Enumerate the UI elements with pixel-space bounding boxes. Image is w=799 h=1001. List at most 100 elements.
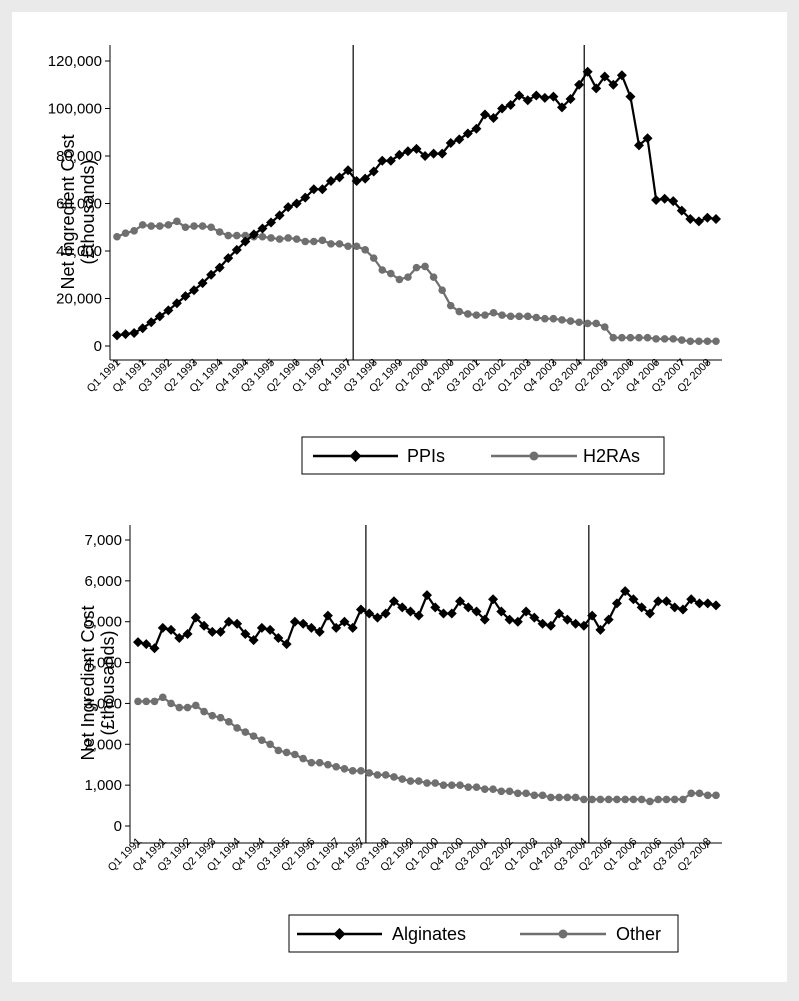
data-point-other [258, 736, 266, 744]
data-point-alginates [562, 614, 573, 625]
data-point-h2ras [138, 221, 147, 229]
data-point-h2ras [207, 223, 215, 232]
data-point-other [637, 795, 646, 804]
data-point-ppis [274, 210, 285, 221]
data-point-ppis [334, 172, 345, 183]
data-point-alginates [166, 624, 177, 635]
data-point-alginates [686, 594, 697, 605]
data-point-other [703, 791, 712, 800]
data-point-ppis [411, 143, 422, 154]
data-point-alginates [570, 618, 581, 629]
data-point-h2ras [429, 273, 438, 281]
data-point-other [621, 795, 629, 804]
data-point-alginates [413, 610, 424, 621]
y-tick-label: 60,000 [56, 196, 102, 213]
data-point-ppis [539, 92, 550, 103]
data-point-ppis [454, 134, 465, 145]
data-point-h2ras [292, 235, 301, 243]
data-point-alginates [372, 612, 383, 623]
data-point-other [390, 773, 398, 781]
policy-lines [352, 45, 585, 360]
data-point-ppis [685, 213, 696, 224]
data-point-h2ras [241, 231, 250, 240]
series-ppis [112, 66, 721, 341]
data-point-alginates [388, 596, 399, 607]
data-point-alginates [322, 610, 333, 621]
data-point-other [687, 789, 696, 798]
data-point-alginates [603, 614, 614, 625]
data-point-alginates [190, 612, 201, 623]
data-point-ppis [522, 95, 533, 106]
data-point-other [175, 703, 184, 712]
data-point-h2ras [267, 234, 275, 242]
legend: Alginates Other [288, 914, 679, 953]
data-point-ppis [377, 155, 388, 166]
data-point-h2ras [164, 221, 173, 229]
series-h2ras [113, 217, 720, 346]
data-point-alginates [446, 608, 457, 619]
data-point-h2ras [489, 308, 498, 317]
data-point-other [373, 771, 382, 779]
y-tick-label: 3,000 [84, 695, 122, 712]
data-point-other [604, 795, 613, 804]
data-point-other [225, 718, 233, 726]
data-point-h2ras [592, 319, 600, 328]
data-point-alginates [149, 643, 160, 654]
legend-marker-other [558, 929, 568, 939]
y-axis-title: Net Ingredient Cost (£thousands) [58, 134, 98, 289]
legend-marker-ppis [349, 450, 362, 462]
data-point-ppis [711, 213, 721, 224]
data-point-alginates [554, 608, 565, 619]
y-tick-label: 2,000 [84, 736, 122, 753]
data-point-alginates [397, 602, 408, 613]
data-point-h2ras [472, 311, 481, 319]
data-point-other [192, 701, 200, 710]
data-point-ppis [163, 305, 174, 316]
data-point-ppis [343, 165, 354, 176]
data-point-h2ras [395, 275, 404, 284]
y-tick-label: 100,000 [48, 101, 102, 118]
data-point-ppis [317, 184, 328, 195]
data-point-ppis [112, 330, 122, 341]
data-point-alginates [496, 606, 507, 617]
data-point-other [596, 795, 605, 804]
series-other [134, 693, 720, 806]
legend-label-h2ras: H2RAs [583, 446, 640, 466]
data-point-alginates [661, 596, 672, 607]
data-point-other [357, 767, 365, 775]
data-point-alginates [653, 596, 664, 607]
data-point-h2ras [361, 246, 369, 254]
data-point-alginates [611, 598, 622, 609]
data-point-ppis [642, 133, 653, 144]
data-point-h2ras [335, 240, 344, 248]
data-point-h2ras [155, 222, 164, 230]
data-point-other [266, 740, 274, 749]
data-point-h2ras [233, 231, 241, 240]
data-point-alginates [232, 618, 243, 629]
data-point-alginates [355, 604, 366, 615]
data-point-alginates [289, 616, 300, 627]
data-point-ppis [488, 113, 499, 123]
data-point-other [158, 693, 167, 702]
data-point-ppis [616, 70, 627, 81]
data-point-other [324, 760, 332, 769]
data-point-other [646, 797, 654, 806]
data-point-ppis [197, 278, 208, 289]
y-tick-label: 6,000 [84, 573, 122, 590]
data-point-h2ras [695, 337, 703, 346]
data-point-other [580, 795, 588, 804]
data-point-alginates [364, 608, 375, 619]
data-point-h2ras [558, 316, 566, 324]
data-point-other [538, 791, 547, 800]
data-point-other [315, 758, 324, 767]
data-point-h2ras [301, 237, 310, 246]
data-point-h2ras [618, 333, 626, 342]
data-point-h2ras [532, 313, 541, 322]
data-point-h2ras [378, 266, 387, 274]
data-point-ppis [283, 202, 294, 213]
data-point-ppis [308, 184, 319, 195]
data-point-ppis [702, 212, 713, 223]
data-point-h2ras [609, 333, 618, 342]
y-tick-label: 1,000 [84, 777, 122, 794]
data-point-h2ras [481, 311, 489, 319]
